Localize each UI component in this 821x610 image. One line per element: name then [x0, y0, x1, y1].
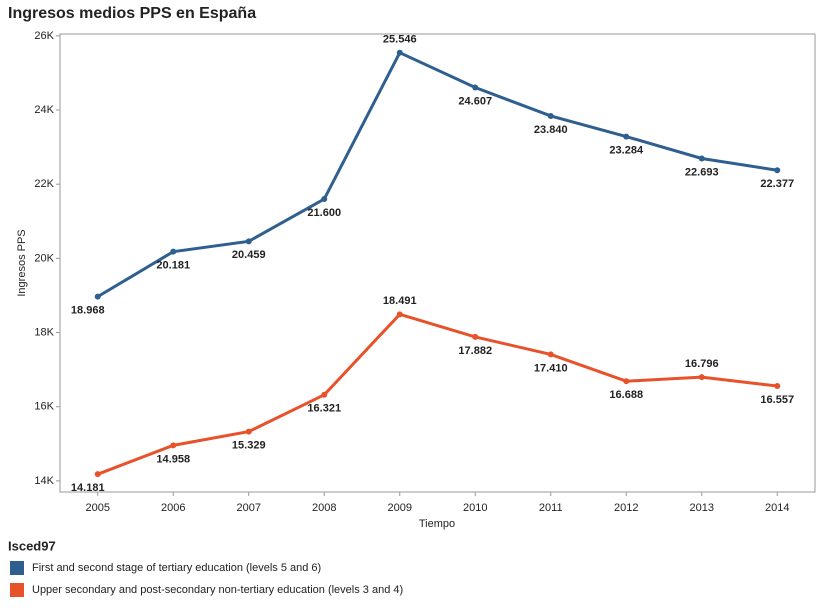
x-tick-label: 2011 — [539, 502, 563, 514]
data-label: 22.693 — [685, 166, 719, 178]
point — [94, 471, 101, 478]
series-line — [96, 50, 778, 298]
data-label: 22.377 — [760, 178, 794, 190]
point — [94, 293, 101, 300]
point — [245, 428, 252, 435]
x-tick-label: 2013 — [690, 502, 714, 514]
series-line — [97, 312, 778, 476]
legend-swatch — [10, 561, 24, 575]
data-label: 18.968 — [71, 305, 105, 317]
data-label: 16.796 — [685, 358, 719, 370]
data-label: 17.410 — [534, 362, 568, 374]
y-tick-label: 24K — [34, 104, 54, 116]
data-label: 15.329 — [232, 439, 266, 451]
legend-swatch — [10, 583, 24, 597]
point — [170, 248, 177, 255]
data-label: 20.181 — [156, 260, 190, 272]
point — [774, 167, 781, 174]
point — [698, 155, 705, 162]
x-tick-label: 2009 — [388, 502, 412, 514]
point — [698, 374, 705, 381]
data-label: 24.607 — [458, 95, 492, 107]
data-label: 16.321 — [307, 403, 341, 415]
point — [170, 442, 177, 449]
data-label: 14.181 — [71, 482, 105, 494]
y-tick-label: 26K — [34, 30, 54, 42]
data-label: 18.491 — [383, 295, 417, 307]
point — [547, 351, 554, 358]
point — [321, 391, 328, 398]
y-axis-label: Ingresos PPS — [16, 229, 28, 296]
point — [774, 383, 781, 390]
data-label: 23.840 — [534, 124, 568, 136]
plot-frame — [59, 33, 816, 493]
legend-label: First and second stage of tertiary educa… — [32, 562, 321, 574]
point — [547, 112, 554, 119]
data-label: 23.284 — [609, 144, 644, 156]
y-tick-label: 18K — [34, 326, 54, 338]
point — [321, 196, 328, 203]
x-tick-label: 2006 — [161, 502, 185, 514]
point — [472, 84, 479, 91]
x-tick-label: 2012 — [614, 502, 638, 514]
x-tick-label: 2007 — [237, 502, 261, 514]
chart-title: Ingresos medios PPS en España — [8, 5, 256, 22]
legend-label: Upper secondary and post-secondary non-t… — [32, 584, 403, 596]
y-tick-label: 20K — [34, 252, 54, 264]
x-tick-label: 2014 — [765, 502, 789, 514]
point — [472, 333, 479, 340]
y-tick-label: 16K — [34, 401, 54, 413]
x-axis-label: Tiempo — [419, 518, 455, 530]
point — [623, 378, 630, 385]
data-label: 14.958 — [156, 453, 190, 465]
data-label: 16.557 — [760, 394, 794, 406]
x-tick-label: 2010 — [463, 502, 487, 514]
point — [396, 49, 403, 56]
legend-title: Isced97 — [8, 538, 56, 553]
point — [396, 311, 403, 318]
data-label: 20.459 — [232, 249, 266, 261]
data-label: 17.882 — [458, 345, 492, 357]
point — [623, 133, 630, 140]
point — [245, 238, 252, 245]
y-tick-label: 14K — [34, 475, 54, 487]
data-label: 25.546 — [383, 34, 417, 46]
x-tick-label: 2005 — [86, 502, 110, 514]
y-tick-label: 22K — [34, 178, 54, 190]
data-label: 16.688 — [609, 389, 643, 401]
data-label: 21.600 — [307, 207, 341, 219]
x-tick-label: 2008 — [312, 502, 336, 514]
